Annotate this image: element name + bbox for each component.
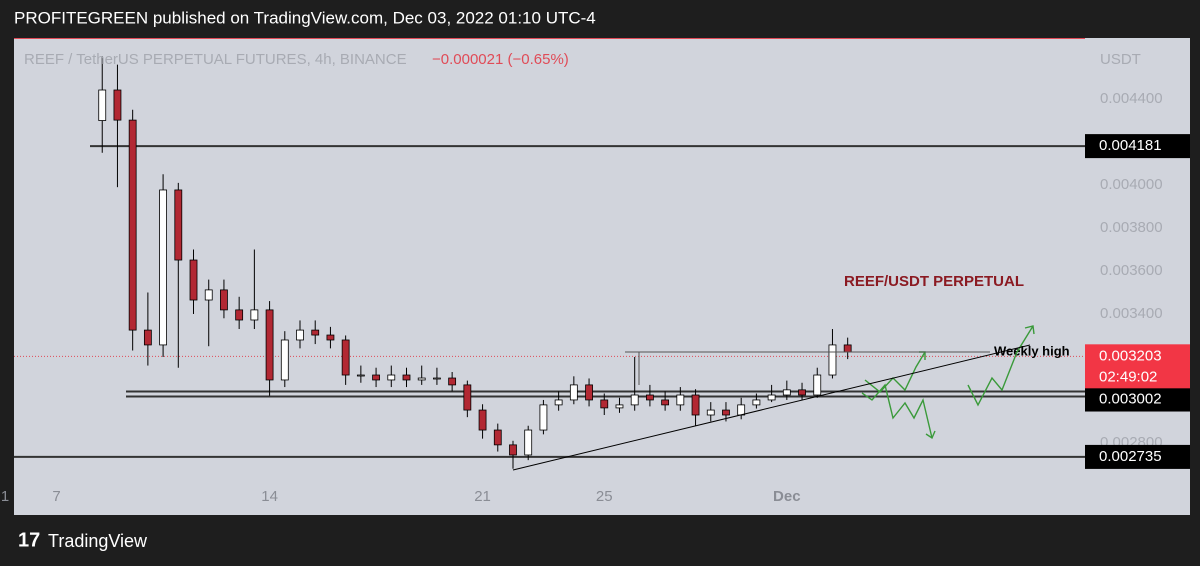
candle-body [417, 377, 426, 381]
candle-body [159, 189, 167, 346]
candle-body [235, 309, 244, 321]
candle-body [356, 374, 365, 377]
candle-body [341, 339, 350, 376]
candle-body [372, 374, 380, 381]
last-price-label: 0.003203 [1099, 347, 1162, 364]
candle-body [691, 394, 700, 416]
level-label-bg [1085, 444, 1190, 469]
arrowhead [1024, 325, 1035, 335]
x-tick-label: Dec [773, 488, 801, 505]
header-title: PROFITEGREEN published on TradingView.co… [14, 8, 596, 27]
candle-body [493, 429, 502, 446]
candle-body [189, 259, 198, 301]
candle-body [280, 339, 289, 381]
symbol-label: REEF / TetherUS PERPETUAL FUTURES, 4h, B… [24, 51, 407, 68]
candle-body [615, 404, 624, 409]
candle-body [706, 409, 715, 416]
arrow-down [861, 383, 933, 439]
candle-body [387, 374, 396, 381]
candle-body [646, 394, 654, 401]
candle-body [311, 329, 320, 336]
candle-body [569, 384, 578, 401]
candle-body [676, 394, 685, 406]
candle-body [554, 399, 563, 406]
candle-body [737, 404, 746, 416]
candle-body [630, 394, 639, 406]
candle-body [265, 309, 274, 381]
candle-body [402, 374, 411, 381]
annotation: REEF/USDT PERPETUAL [844, 273, 1024, 290]
x-tick-label: 7 [52, 488, 60, 505]
candle-body [843, 344, 852, 353]
candle-body [250, 309, 259, 321]
candle-body [600, 399, 609, 409]
chart-area [14, 38, 1190, 515]
level-label-bg [1085, 387, 1190, 412]
candle-body [661, 399, 670, 406]
candle-body [798, 389, 806, 396]
y-tick-label: 0.003600 [1100, 262, 1163, 279]
candle-body [813, 374, 822, 396]
candle-body [539, 404, 548, 431]
candle-body [828, 344, 837, 376]
candle-body [143, 329, 152, 346]
candle-body [752, 399, 761, 406]
countdown-label: 02:49:02 [1099, 368, 1157, 385]
candle-body [433, 377, 441, 380]
arrowhead [925, 430, 936, 440]
candle-body [128, 119, 137, 331]
trend-line [512, 344, 1031, 471]
candle-body [326, 334, 335, 341]
candle-body [767, 394, 776, 401]
price-axis: 0.004400 0.004000 0.003800 0.003600 0.003400… [0, 90, 1190, 505]
x-tick-label: 25 [596, 488, 613, 505]
candle-body [113, 89, 122, 121]
candle-body [296, 329, 304, 341]
x-tick-label: 14 [261, 488, 278, 505]
change-label: −0.000021 (−0.65%) [432, 51, 569, 68]
candle-body [204, 289, 213, 301]
candle-body [98, 89, 107, 121]
plot [14, 56, 1085, 469]
arrow-up [864, 351, 926, 393]
weekly-high-label: Weekly high [994, 343, 1070, 358]
candle-body [478, 409, 487, 431]
candle-body [448, 377, 457, 386]
y-tick-label: 0.003800 [1100, 219, 1163, 236]
level-label: 0.002735 [1099, 448, 1162, 465]
level-label: 0.004181 [1099, 137, 1162, 154]
candle-body [509, 444, 517, 456]
x-tick-label: 21 [474, 488, 491, 505]
level-label-bg [1085, 134, 1190, 159]
last-price-bg [1085, 344, 1190, 389]
candle-body [463, 384, 472, 411]
level-label: 0.003002 [1099, 390, 1162, 407]
footer-brand: TradingView [48, 531, 148, 551]
logo-mark: 17 [18, 529, 40, 551]
y-tick-label: 0.004000 [1100, 176, 1163, 193]
candle-body [585, 384, 593, 401]
candle-body [220, 289, 228, 311]
candle-body [722, 409, 730, 416]
x-tick-label: 5.1 [0, 488, 9, 505]
unit-label: USDT [1100, 51, 1141, 68]
y-tick-label: 0.004400 [1100, 90, 1163, 107]
y-tick-label: 0.003400 [1100, 305, 1163, 322]
candle-body [524, 429, 533, 456]
candle-body [174, 189, 183, 261]
candle-body [782, 389, 791, 396]
